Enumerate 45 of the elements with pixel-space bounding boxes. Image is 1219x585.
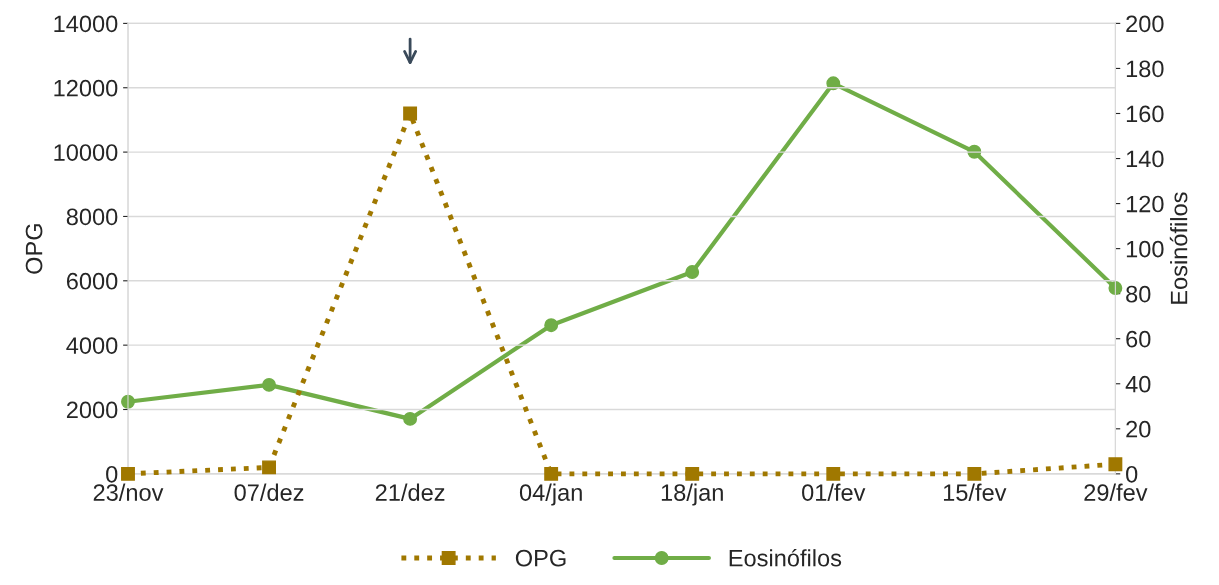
x-tick-label: 04/jan (519, 483, 582, 506)
y2-tick-label: 160 (1126, 105, 1164, 123)
y2-tick-label: 20 (1126, 420, 1151, 438)
x-tick-label: 07/dez (234, 483, 304, 501)
y-tick-label: 12000 (54, 79, 118, 97)
y-tick-label: 6000 (66, 272, 118, 290)
y2-tick-label: 80 (1126, 285, 1151, 303)
y2-tick-label: 140 (1126, 150, 1164, 168)
x-tick-label: 18/jan (661, 483, 723, 506)
y-tick-label: 2000 (66, 401, 118, 419)
point (1108, 457, 1123, 472)
x-tick-label: 01/fev (802, 483, 866, 501)
y2-tick-label: 40 (1125, 375, 1151, 393)
y2-tick-label: 60 (1126, 330, 1151, 348)
y-axis-title: OPG (25, 224, 43, 274)
point (544, 318, 559, 333)
y-tick-label: 14000 (54, 15, 118, 33)
point (403, 411, 418, 426)
x-tick-label: 29/fev (1084, 483, 1148, 501)
y2-tick-label: 100 (1126, 240, 1164, 258)
point (262, 460, 276, 475)
point (262, 377, 276, 392)
x-tick-label: 21/dez (375, 483, 445, 501)
y2-tick-label: 120 (1126, 195, 1164, 213)
y-tick-label: 0 (106, 465, 118, 483)
y-tick-label: 4000 (66, 337, 118, 354)
x-tick-label: 15/fev (943, 483, 1007, 501)
y2-tick-label: 180 (1126, 60, 1164, 78)
point (1108, 281, 1123, 295)
point (403, 106, 418, 121)
point (967, 466, 982, 481)
point (121, 466, 135, 481)
y-tick-label: 8000 (66, 208, 118, 226)
legend-label: Eosinófilos (729, 548, 842, 567)
y2-axis-title: Eosinófilos (1169, 192, 1188, 304)
point (826, 466, 841, 481)
y2-tick-label: 0 (1126, 465, 1138, 483)
point (685, 466, 700, 481)
point (826, 76, 841, 91)
point (685, 265, 700, 279)
point (544, 466, 559, 481)
y-tick-label: 10000 (54, 144, 118, 161)
legend-label: OPG (515, 549, 566, 567)
y2-tick-label: 200 (1126, 15, 1164, 33)
x-tick-label: 23/nov (93, 483, 164, 501)
